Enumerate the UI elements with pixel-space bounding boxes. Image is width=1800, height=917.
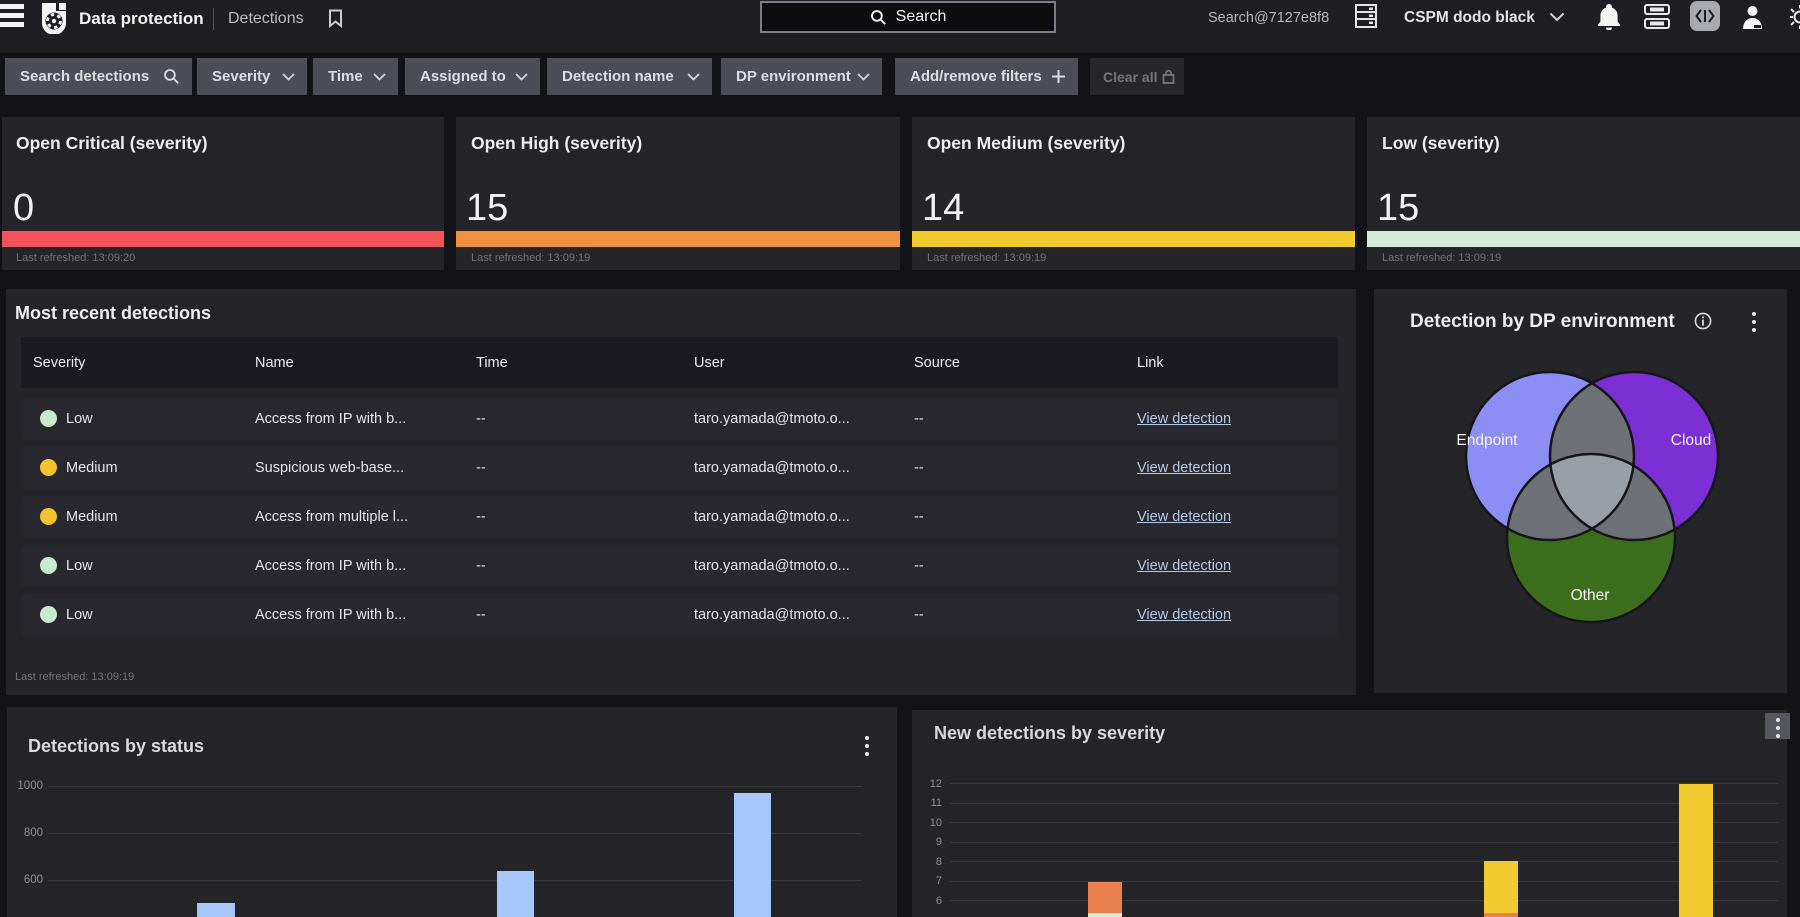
svg-text:Cloud: Cloud (1671, 432, 1712, 449)
svg-text:Other: Other (1571, 587, 1610, 604)
svg-text:Endpoint: Endpoint (1456, 432, 1518, 449)
